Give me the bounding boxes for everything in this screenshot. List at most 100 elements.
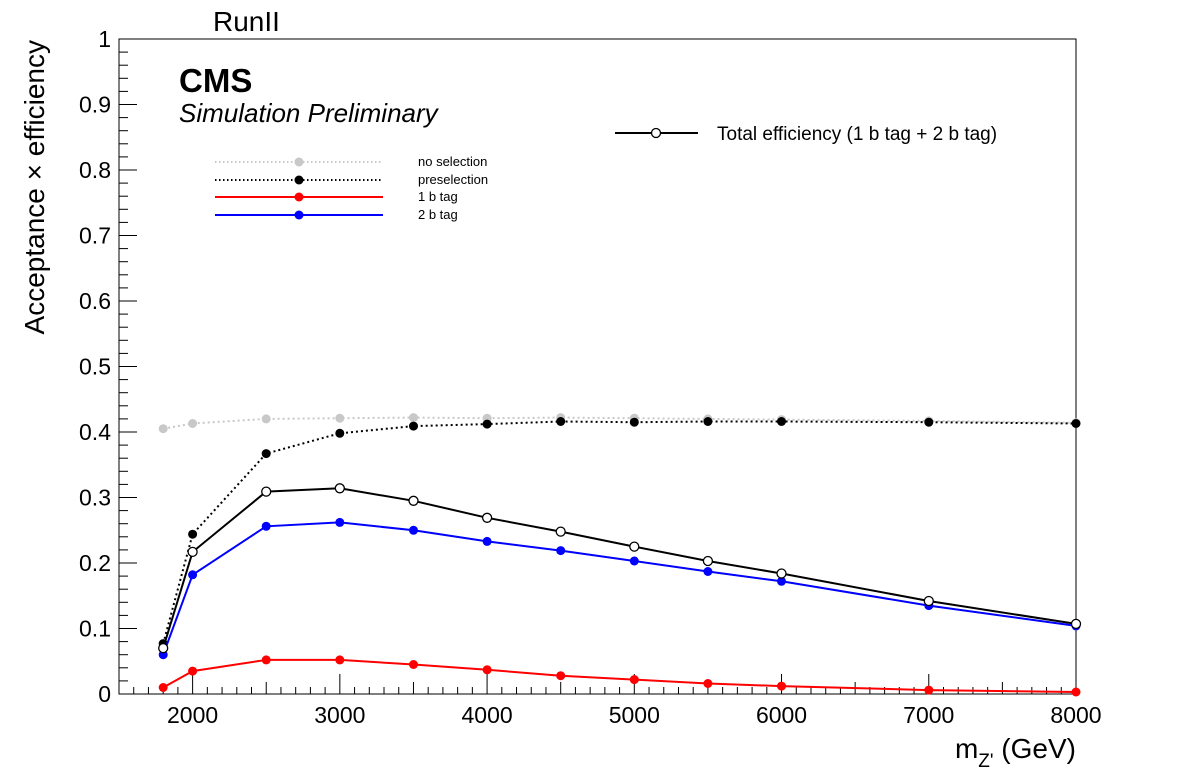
x-tick-label: 2000	[167, 702, 218, 728]
series-layer	[158, 413, 1082, 697]
data-point-total-efficiency-1-b-tag-2-b-tag	[1070, 618, 1082, 630]
data-point-preselection	[703, 417, 713, 426]
data-point-preselection	[409, 421, 418, 431]
y-tick-label: 0.3	[79, 485, 111, 511]
x-tick-labels: 2000 3000 4000 5000 6000 7000 8000	[167, 702, 1102, 728]
data-point-preselection	[777, 417, 786, 426]
y-axis-title: Acceptance × efficiency	[19, 40, 50, 334]
legend-entry-total-efficiency: Total efficiency (1 b tag + 2 b tag)	[615, 124, 997, 145]
data-point-no-selection	[261, 414, 271, 424]
series-line-1-b-tag	[162, 658, 1077, 693]
data-point-total-efficiency-1-b-tag-2-b-tag	[187, 546, 198, 558]
data-point-2-b-tag	[409, 525, 418, 535]
data-point-1-b-tag	[188, 666, 198, 676]
data-point-preselection	[335, 428, 345, 438]
x-tick-label: 8000	[1050, 702, 1101, 728]
x-axis-title: mZ' (GeV)	[955, 733, 1076, 772]
data-point-preselection	[629, 417, 639, 427]
data-point-1-b-tag	[335, 655, 345, 665]
data-point-no-selection	[335, 413, 345, 423]
minor-ticks	[119, 51, 1062, 694]
legend-entry-preselection: preselection	[215, 172, 488, 187]
data-point-2-b-tag	[335, 517, 345, 527]
data-point-total-efficiency-1-b-tag-2-b-tag	[334, 483, 345, 494]
legend-label-total-efficiency: Total efficiency (1 b tag + 2 b tag)	[717, 124, 997, 145]
data-point-preselection	[188, 529, 198, 539]
legend-entry-no-selection: no selection	[215, 154, 487, 169]
data-point-1-b-tag	[409, 660, 418, 669]
data-point-total-efficiency-1-b-tag-2-b-tag	[702, 555, 714, 567]
data-point-2-b-tag	[556, 546, 566, 556]
data-point-1-b-tag	[158, 683, 168, 692]
cms-label: CMS	[179, 62, 252, 99]
data-point-1-b-tag	[924, 685, 934, 695]
y-tick-label: 0.6	[79, 288, 111, 314]
series-line-no-selection	[163, 416, 1077, 430]
data-point-total-efficiency-1-b-tag-2-b-tag	[481, 512, 493, 523]
data-point-total-efficiency-1-b-tag-2-b-tag	[555, 526, 566, 537]
data-point-preselection	[924, 417, 934, 427]
data-point-2-b-tag	[482, 536, 492, 546]
x-tick-label: 6000	[756, 702, 807, 728]
legend-label-1-b-tag: 1 b tag	[418, 189, 458, 204]
data-point-total-efficiency-1-b-tag-2-b-tag	[629, 541, 640, 552]
y-tick-label: 0	[98, 681, 111, 707]
x-tick-label: 4000	[461, 702, 512, 728]
legend-label-no-selection: no selection	[418, 154, 487, 169]
data-point-total-efficiency-1-b-tag-2-b-tag	[408, 495, 419, 506]
series-line-2-b-tag	[162, 521, 1077, 656]
y-tick-label: 0.2	[79, 550, 111, 576]
series-line-preselection	[162, 420, 1077, 644]
run-label: RunII	[213, 6, 280, 37]
series-1-b-tag	[158, 655, 1081, 697]
data-point-2-b-tag	[703, 567, 713, 576]
y-tick-label: 0.7	[79, 223, 111, 249]
series-line-total-efficiency-1-b-tag-2-b-tag	[162, 487, 1077, 649]
data-point-preselection	[261, 449, 271, 459]
legend-label-preselection: preselection	[418, 172, 488, 187]
y-tick-label: 0.8	[79, 157, 111, 183]
legend-entry-1-b-tag: 1 b tag	[215, 189, 458, 204]
legend: no selection preselection 1 b tag 2 b ta…	[215, 124, 997, 222]
data-point-preselection	[556, 417, 566, 426]
data-point-preselection	[1071, 419, 1081, 428]
x-tick-label: 7000	[903, 702, 954, 728]
data-point-no-selection	[188, 419, 198, 428]
x-tick-label: 5000	[609, 702, 660, 728]
legend-entry-2-b-tag: 2 b tag	[215, 207, 458, 222]
y-tick-label: 0.5	[79, 354, 111, 380]
data-point-total-efficiency-1-b-tag-2-b-tag	[261, 486, 272, 497]
data-point-1-b-tag	[1071, 687, 1081, 697]
data-point-1-b-tag	[777, 681, 786, 691]
legend-label-2-b-tag: 2 b tag	[418, 207, 458, 222]
y-tick-label: 1	[98, 26, 111, 52]
x-axis-title-main: m	[955, 733, 978, 764]
data-point-total-efficiency-1-b-tag-2-b-tag	[776, 568, 787, 579]
data-point-total-efficiency-1-b-tag-2-b-tag	[158, 642, 169, 654]
data-point-2-b-tag	[261, 521, 271, 531]
data-point-preselection	[482, 419, 492, 429]
data-point-1-b-tag	[261, 655, 271, 665]
x-axis-title-subscript: Z'	[978, 751, 993, 772]
y-tick-label: 0.1	[79, 616, 111, 642]
x-axis-title-unit: (GeV)	[994, 733, 1076, 764]
data-point-no-selection	[409, 413, 418, 423]
y-tick-label: 0.9	[79, 92, 111, 118]
x-tick-label: 3000	[314, 702, 365, 728]
data-point-no-selection	[158, 424, 168, 434]
data-point-1-b-tag	[703, 679, 713, 688]
data-point-2-b-tag	[629, 556, 639, 566]
series-total-efficiency-1-b-tag-2-b-tag	[158, 483, 1082, 654]
y-tick-labels: 0 0.1 0.2 0.3 0.4 0.5 0.6 0.7 0.8 0.9 1	[79, 26, 111, 707]
data-point-total-efficiency-1-b-tag-2-b-tag	[923, 595, 934, 607]
y-tick-label: 0.4	[79, 419, 111, 445]
data-point-1-b-tag	[482, 665, 492, 675]
data-point-1-b-tag	[556, 671, 566, 681]
data-point-1-b-tag	[629, 675, 639, 685]
simulation-preliminary-label: Simulation Preliminary	[179, 98, 440, 128]
data-point-2-b-tag	[777, 576, 786, 586]
series-preselection	[158, 417, 1081, 649]
data-point-2-b-tag	[188, 570, 198, 580]
